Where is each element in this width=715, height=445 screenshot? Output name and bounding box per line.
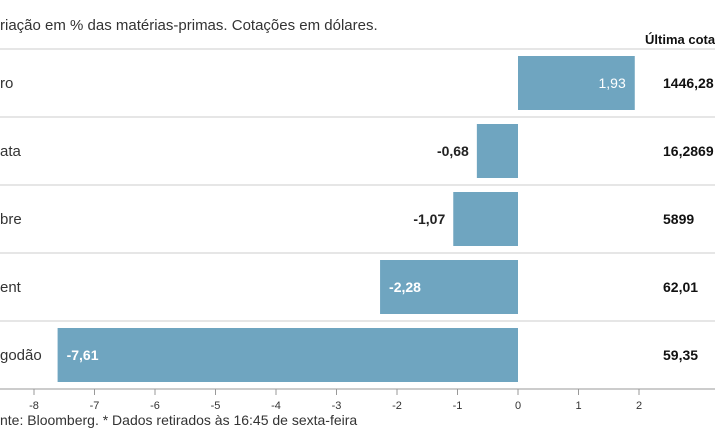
x-tick-label: -4	[271, 400, 281, 412]
last-quote-value: 5899	[663, 211, 694, 227]
last-quote-value: 1446,28	[663, 75, 714, 91]
source-note: nte: Bloomberg. * Dados retirados às 16:…	[0, 412, 358, 428]
x-tick-label: 1	[575, 400, 581, 412]
data-label: -0,68	[437, 143, 469, 159]
x-tick-label: -6	[150, 400, 160, 412]
last-quote-value: 16,2869	[663, 143, 714, 159]
bar	[57, 328, 518, 382]
x-tick-label: 2	[636, 400, 642, 412]
data-label: -7,61	[67, 347, 99, 363]
category-label: ata	[0, 143, 22, 160]
last-quote-value: 59,35	[663, 347, 698, 363]
category-label: ro	[0, 75, 13, 92]
chart-subtitle: riação em % das matérias-primas. Cotaçõe…	[0, 17, 378, 34]
bar	[518, 56, 635, 110]
bar	[380, 260, 518, 314]
x-tick-label: -5	[211, 400, 221, 412]
data-label: -2,28	[389, 279, 421, 295]
x-tick-label: -3	[332, 400, 342, 412]
data-label: -1,07	[413, 211, 445, 227]
x-tick-label: -2	[392, 400, 402, 412]
x-tick-label: -7	[90, 400, 100, 412]
x-tick-label: 0	[515, 400, 521, 412]
last-quote-value: 62,01	[663, 279, 698, 295]
data-label: 1,93	[599, 75, 626, 91]
last-quote-column-header: Última cotaç	[645, 32, 715, 47]
bar	[476, 124, 518, 178]
x-tick-label: -1	[453, 400, 463, 412]
category-label: godão	[0, 347, 42, 364]
bar	[453, 192, 518, 246]
x-tick-label: -8	[29, 400, 39, 412]
category-label: bre	[0, 211, 22, 228]
category-label: ent	[0, 279, 22, 296]
